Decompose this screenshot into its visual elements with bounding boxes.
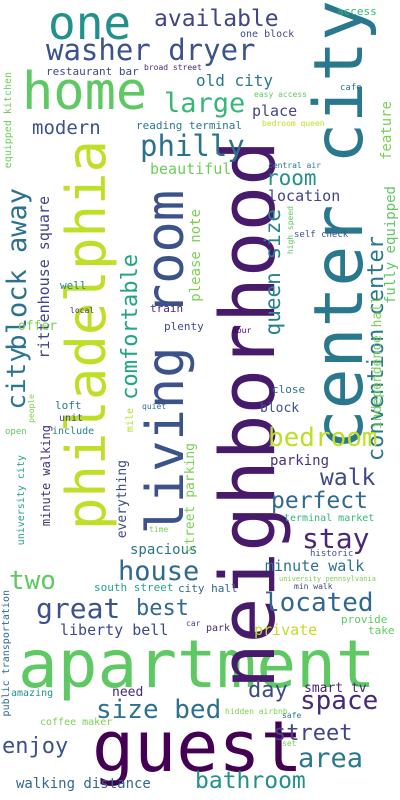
word-beautiful: beautiful (150, 160, 232, 178)
word-broad-street: broad street (144, 63, 202, 72)
word-people: people (27, 394, 36, 423)
word-car: car (186, 619, 201, 628)
word-located: located (264, 588, 374, 618)
word-walk: walk (320, 465, 376, 491)
word-set: set (282, 739, 297, 748)
word-guest: guest (92, 706, 303, 788)
word-close: close (272, 383, 306, 396)
word-private: private (254, 621, 318, 639)
word-great: great (36, 592, 121, 625)
word-available: available (154, 6, 279, 32)
word-minute-walk: minute walk (265, 557, 365, 575)
word-street-parking: street parking (183, 443, 198, 553)
word-perfect: perfect (271, 488, 368, 514)
word-washer-dryer: washer dryer (46, 33, 256, 67)
word-safe: safe (282, 711, 302, 720)
word-best: best (136, 596, 189, 621)
word-spacious: spacious (130, 542, 198, 558)
word-modern: modern (32, 117, 101, 139)
word-queen-size: queen size (261, 209, 285, 336)
word-one-block: one block (240, 29, 295, 40)
word-two: two (9, 566, 56, 596)
word-room: room (266, 166, 317, 190)
word-bedroom: bedroom (268, 423, 378, 453)
word-train: train (150, 302, 184, 315)
word-apartment: apartment (18, 626, 376, 703)
word-smart-tv: smart tv (304, 681, 367, 696)
word-large: large (164, 88, 246, 119)
word-area: area (298, 743, 364, 774)
word-equipped-kitchen: equipped kitchen (3, 72, 14, 169)
word-size-bed: size bed (96, 695, 222, 725)
word-feature: feature (379, 101, 395, 161)
word-university-pennsylvania: university pennsylvania (279, 575, 376, 583)
word-plenty: plenty (164, 320, 204, 333)
word-include: include (52, 426, 95, 437)
word-time: time (149, 525, 169, 534)
word-south-street: south street (94, 581, 174, 594)
word-provide: provide (341, 613, 388, 626)
word-cafe: cafe (340, 83, 362, 93)
word-take: take (368, 624, 395, 637)
word-offer: offer (18, 319, 58, 334)
word-reading-terminal: reading terminal (136, 119, 242, 132)
word-fully-equipped: fully equipped (383, 186, 399, 305)
word-easy-access: easy access (254, 90, 307, 99)
word-city-hall: city hall (178, 582, 238, 595)
word-place: place (252, 102, 298, 120)
word-house: house (118, 556, 200, 587)
word-bathroom: bathroom (195, 768, 306, 794)
word-parking: parking (270, 453, 330, 469)
word-terminal-market: terminal market (284, 513, 375, 524)
word-day: day (248, 678, 288, 703)
word-loft: loft (55, 399, 82, 412)
word-independence-hall: independence hall (370, 296, 385, 430)
word-old-city: old city (196, 71, 274, 90)
word-enjoy: enjoy (2, 734, 69, 759)
word-minute-walking: minute walking (39, 425, 53, 527)
word-hour: hour (232, 326, 252, 335)
word-open: open (5, 427, 27, 437)
word-hidden-airbnb: hidden airbnb (225, 707, 288, 716)
word-access: access (337, 5, 377, 18)
word-coffee-maker: coffee maker (40, 717, 113, 728)
word-philly: philly (140, 129, 245, 163)
word-university-city: university city (16, 455, 27, 546)
word-amazing: amazing (11, 688, 54, 699)
word-mile: mile (125, 408, 136, 433)
word-liberty-bell: liberty bell (60, 621, 169, 639)
word-everything: everything (115, 460, 130, 539)
word-one: one (48, 0, 132, 50)
word-park: park (206, 623, 231, 634)
word-central-air: central air (268, 161, 321, 170)
word-rittenhouse-square: rittenhouse square (35, 196, 53, 359)
word-block: block (260, 401, 300, 416)
word-street: street (273, 721, 353, 746)
word-local: local (70, 306, 95, 315)
word-restaurant-bar: restaurant bar (46, 65, 139, 78)
word-need: need (112, 685, 144, 700)
word-self-check: self check (294, 230, 349, 240)
word-comfortable: comfortable (118, 254, 143, 400)
word-min-walk: min walk (294, 582, 333, 591)
word-historic: historic (310, 549, 354, 559)
word-location: location (268, 187, 341, 205)
word-bedroom-queen: bedroom queen (262, 119, 325, 128)
word-unit: unit (59, 413, 84, 424)
word-space: space (300, 686, 379, 716)
word-please-note: please note (188, 209, 204, 302)
word-home: home (22, 62, 148, 122)
word-philadelphia: philadelphia (55, 140, 118, 531)
word-stay: stay (302, 522, 370, 555)
word-well: well (60, 279, 87, 292)
word-quiet: quiet (142, 402, 167, 411)
word-walking-distance: walking distance (16, 776, 151, 792)
